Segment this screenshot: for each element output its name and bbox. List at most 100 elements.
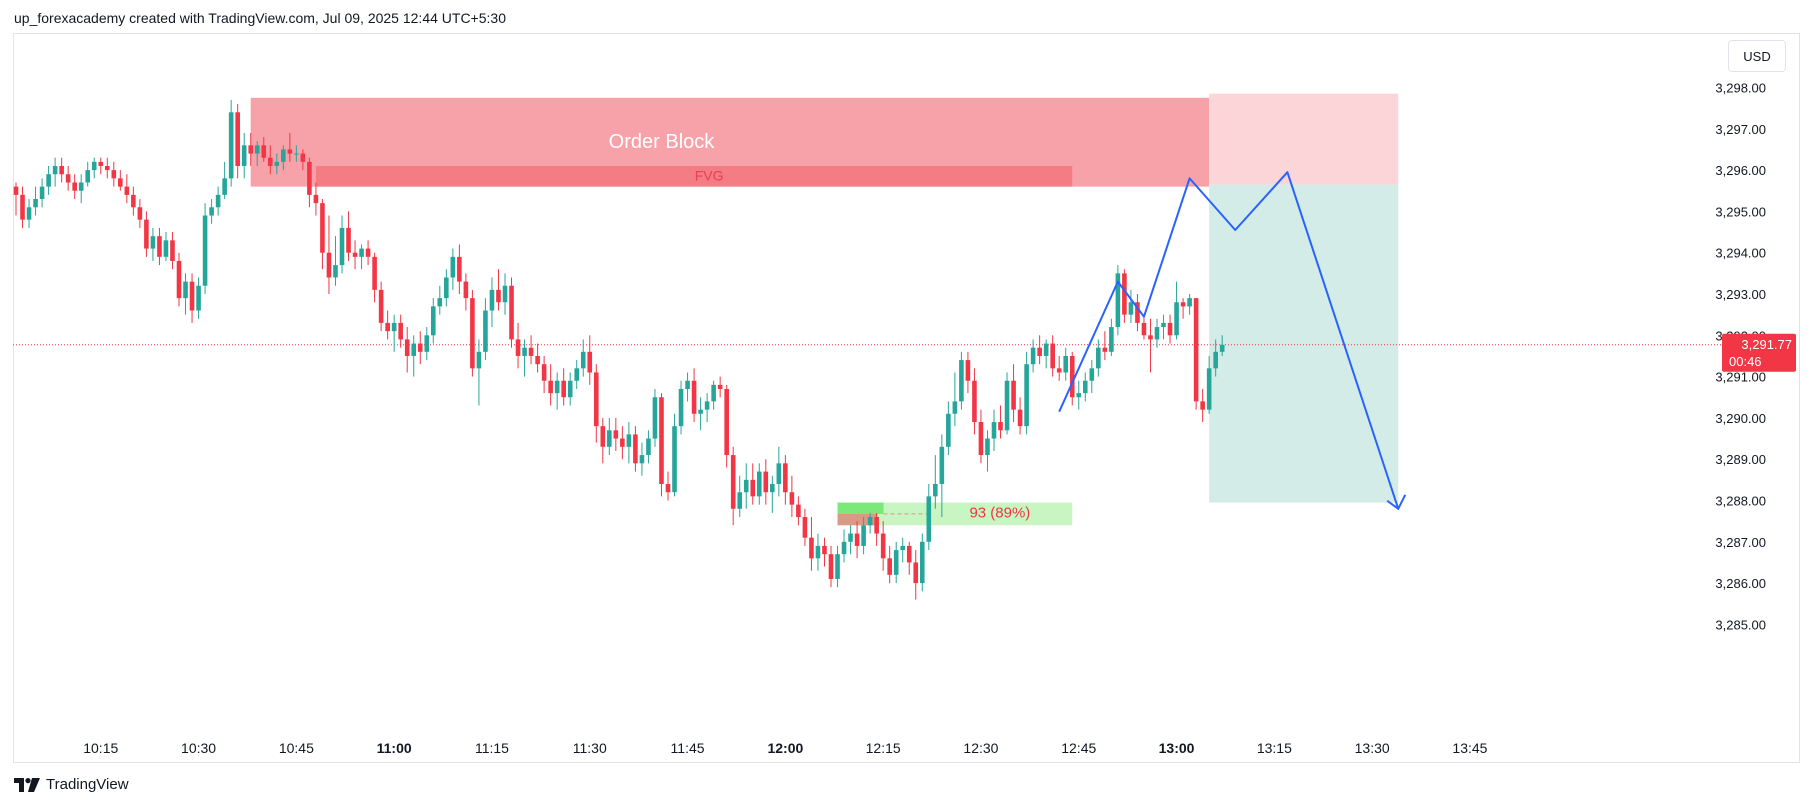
candle [137, 199, 143, 228]
candle [672, 413, 677, 497]
candle [659, 393, 664, 497]
candle [1200, 388, 1205, 423]
currency-button[interactable]: USD [1728, 40, 1786, 72]
candle-body [887, 558, 892, 575]
price-tick-label: 3,286.00 [1715, 576, 1766, 591]
candle-body [652, 397, 658, 439]
candle-body [137, 207, 143, 220]
candle-body [26, 207, 32, 220]
fvg-label: FVG [695, 168, 724, 184]
candle [933, 455, 938, 509]
candle [372, 252, 377, 303]
candle-body [118, 178, 123, 187]
candle [463, 273, 469, 311]
price-tick-label: 3,294.00 [1715, 246, 1766, 261]
candle [170, 232, 175, 270]
candle-body [170, 240, 175, 261]
candle [1056, 355, 1062, 381]
candle-body [65, 174, 71, 183]
candle-body [704, 401, 710, 410]
candle-body [176, 260, 182, 299]
candle-body [457, 256, 462, 282]
candle-body [1024, 364, 1029, 427]
candle-body [476, 351, 482, 369]
candle-body [131, 194, 136, 208]
candle-body [163, 240, 169, 257]
candle [959, 351, 964, 410]
candle [1167, 314, 1173, 344]
candle [724, 384, 729, 468]
candle [828, 545, 834, 588]
candle-body [1096, 347, 1101, 369]
candle [72, 174, 77, 200]
candle [176, 252, 182, 307]
candle [900, 537, 906, 563]
candle-body [698, 409, 703, 414]
candle-body [241, 145, 247, 166]
candle-body [861, 525, 866, 546]
candle-body [1056, 368, 1062, 373]
time-tick-label: 10:15 [83, 740, 118, 756]
candle-body [1089, 368, 1095, 381]
candle [874, 512, 879, 546]
candle-body [926, 496, 932, 542]
measure-sell-bar [837, 513, 878, 526]
price-axis: 3,298.00 3,297.00 3,296.00 3,295.00 3,294.00… [1715, 81, 1796, 632]
candle-body [593, 372, 599, 427]
candle [763, 459, 769, 505]
candle [150, 227, 156, 261]
candle [698, 397, 703, 431]
candle-body [248, 145, 254, 154]
candle-body [1193, 298, 1199, 402]
candle-body [33, 199, 38, 208]
candle [131, 186, 136, 216]
time-tick-label: 13:00 [1159, 740, 1195, 756]
annotation-overlay: Order Block FVG 93 (89%) [609, 131, 1407, 521]
annotation-zones [13, 93, 1722, 526]
candle-body [1148, 335, 1153, 340]
candle [867, 512, 873, 534]
candle [770, 475, 775, 513]
candle-body [607, 430, 612, 447]
candle-body [633, 434, 638, 464]
candle [294, 145, 299, 162]
candle [20, 186, 25, 228]
last-price-value: 3,291.77 [1741, 337, 1792, 352]
candle [489, 277, 495, 328]
candle-body [391, 322, 397, 332]
order-block-label: Order Block [609, 131, 716, 153]
measure-buy-bar [837, 502, 884, 514]
candle [124, 174, 130, 204]
candle-body [52, 165, 58, 175]
candle [1219, 335, 1225, 356]
candle-body [326, 252, 332, 278]
candle [411, 335, 417, 377]
candle [528, 335, 534, 365]
candle [998, 405, 1003, 439]
candle-body [1213, 351, 1218, 369]
candle [1011, 364, 1016, 423]
candle-body [554, 380, 560, 394]
candle-body [307, 161, 312, 195]
time-axis: 10:15 10:30 10:45 11:00 11:15 11:30 11:45 12:00… [83, 740, 1487, 756]
candle [241, 132, 247, 179]
candle [320, 199, 325, 270]
candle [52, 157, 58, 187]
candle-body [215, 194, 221, 208]
candle [496, 269, 501, 311]
candle-body [463, 281, 469, 299]
candle [574, 360, 580, 389]
candle [1017, 397, 1023, 435]
candle-body [111, 170, 117, 179]
candle [189, 273, 195, 323]
candle [939, 434, 945, 518]
candle-body [900, 545, 906, 551]
candle-body [1082, 380, 1088, 394]
candle-body [1161, 322, 1166, 328]
candle-body [665, 483, 671, 493]
candle [333, 236, 338, 286]
candle [515, 322, 521, 369]
price-tick-label: 3,289.00 [1715, 452, 1766, 467]
candle-body [1154, 327, 1160, 340]
